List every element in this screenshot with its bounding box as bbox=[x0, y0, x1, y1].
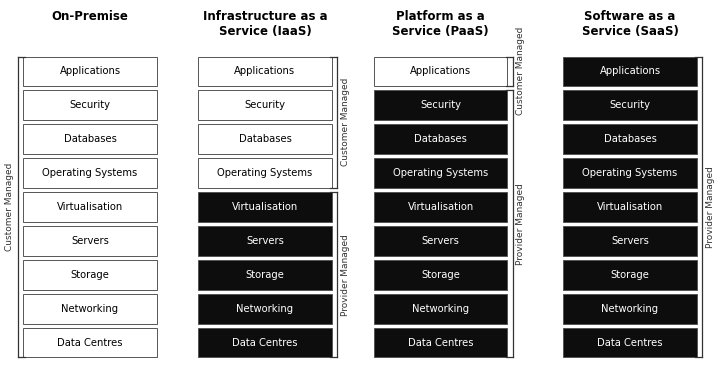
Text: Storage: Storage bbox=[246, 270, 284, 280]
Text: Security: Security bbox=[420, 100, 461, 110]
Text: Operating Systems: Operating Systems bbox=[217, 168, 312, 178]
FancyBboxPatch shape bbox=[563, 260, 697, 289]
Text: Security: Security bbox=[245, 100, 285, 110]
Text: On-Premise: On-Premise bbox=[52, 10, 128, 23]
Text: Storage: Storage bbox=[71, 270, 109, 280]
Text: Applications: Applications bbox=[235, 66, 295, 76]
FancyBboxPatch shape bbox=[198, 328, 331, 357]
Text: Data Centres: Data Centres bbox=[233, 338, 297, 348]
Text: Data Centres: Data Centres bbox=[598, 338, 662, 348]
Text: Servers: Servers bbox=[422, 236, 459, 246]
FancyBboxPatch shape bbox=[198, 260, 331, 289]
Text: Platform as a
Service (PaaS): Platform as a Service (PaaS) bbox=[392, 10, 489, 38]
FancyBboxPatch shape bbox=[198, 226, 331, 256]
FancyBboxPatch shape bbox=[198, 57, 331, 86]
Text: Virtualisation: Virtualisation bbox=[232, 202, 298, 212]
Text: Databases: Databases bbox=[63, 134, 117, 144]
FancyBboxPatch shape bbox=[198, 90, 331, 120]
Text: Software as a
Service (SaaS): Software as a Service (SaaS) bbox=[582, 10, 678, 38]
FancyBboxPatch shape bbox=[198, 192, 331, 222]
Text: Networking: Networking bbox=[61, 304, 119, 314]
Text: Customer Managed: Customer Managed bbox=[341, 78, 350, 167]
FancyBboxPatch shape bbox=[374, 124, 507, 154]
Text: Databases: Databases bbox=[238, 134, 292, 144]
Text: Networking: Networking bbox=[601, 304, 659, 314]
Text: Virtualisation: Virtualisation bbox=[597, 202, 663, 212]
FancyBboxPatch shape bbox=[374, 260, 507, 289]
FancyBboxPatch shape bbox=[23, 158, 157, 188]
Text: Customer Managed: Customer Managed bbox=[516, 27, 526, 115]
FancyBboxPatch shape bbox=[374, 192, 507, 222]
Text: Security: Security bbox=[610, 100, 650, 110]
Text: Storage: Storage bbox=[421, 270, 460, 280]
FancyBboxPatch shape bbox=[374, 158, 507, 188]
FancyBboxPatch shape bbox=[374, 328, 507, 357]
Text: Servers: Servers bbox=[246, 236, 284, 246]
FancyBboxPatch shape bbox=[563, 328, 697, 357]
FancyBboxPatch shape bbox=[198, 124, 331, 154]
FancyBboxPatch shape bbox=[198, 294, 331, 324]
Text: Operating Systems: Operating Systems bbox=[393, 168, 488, 178]
FancyBboxPatch shape bbox=[563, 124, 697, 154]
Text: Applications: Applications bbox=[60, 66, 120, 76]
Text: Databases: Databases bbox=[603, 134, 657, 144]
FancyBboxPatch shape bbox=[23, 328, 157, 357]
Text: Provider Managed: Provider Managed bbox=[706, 166, 715, 248]
FancyBboxPatch shape bbox=[23, 57, 157, 86]
Text: Security: Security bbox=[70, 100, 110, 110]
FancyBboxPatch shape bbox=[23, 294, 157, 324]
FancyBboxPatch shape bbox=[374, 226, 507, 256]
Text: Operating Systems: Operating Systems bbox=[42, 168, 138, 178]
FancyBboxPatch shape bbox=[563, 294, 697, 324]
FancyBboxPatch shape bbox=[23, 260, 157, 289]
Text: Networking: Networking bbox=[236, 304, 294, 314]
FancyBboxPatch shape bbox=[563, 158, 697, 188]
Text: Customer Managed: Customer Managed bbox=[5, 163, 14, 251]
Text: Provider Managed: Provider Managed bbox=[341, 234, 350, 316]
FancyBboxPatch shape bbox=[563, 192, 697, 222]
FancyBboxPatch shape bbox=[23, 90, 157, 120]
FancyBboxPatch shape bbox=[23, 124, 157, 154]
FancyBboxPatch shape bbox=[563, 226, 697, 256]
FancyBboxPatch shape bbox=[563, 57, 697, 86]
Text: Networking: Networking bbox=[412, 304, 469, 314]
Text: Data Centres: Data Centres bbox=[58, 338, 122, 348]
Text: Databases: Databases bbox=[414, 134, 467, 144]
Text: Provider Managed: Provider Managed bbox=[516, 183, 526, 265]
FancyBboxPatch shape bbox=[374, 294, 507, 324]
FancyBboxPatch shape bbox=[374, 57, 507, 86]
Text: Servers: Servers bbox=[71, 236, 109, 246]
Text: Infrastructure as a
Service (IaaS): Infrastructure as a Service (IaaS) bbox=[202, 10, 328, 38]
FancyBboxPatch shape bbox=[563, 90, 697, 120]
Text: Applications: Applications bbox=[410, 66, 471, 76]
FancyBboxPatch shape bbox=[374, 90, 507, 120]
Text: Servers: Servers bbox=[611, 236, 649, 246]
Text: Applications: Applications bbox=[600, 66, 660, 76]
Text: Virtualisation: Virtualisation bbox=[57, 202, 123, 212]
FancyBboxPatch shape bbox=[23, 226, 157, 256]
Text: Operating Systems: Operating Systems bbox=[582, 168, 678, 178]
FancyBboxPatch shape bbox=[23, 192, 157, 222]
Text: Data Centres: Data Centres bbox=[408, 338, 473, 348]
Text: Virtualisation: Virtualisation bbox=[408, 202, 474, 212]
FancyBboxPatch shape bbox=[198, 158, 331, 188]
Text: Storage: Storage bbox=[611, 270, 649, 280]
